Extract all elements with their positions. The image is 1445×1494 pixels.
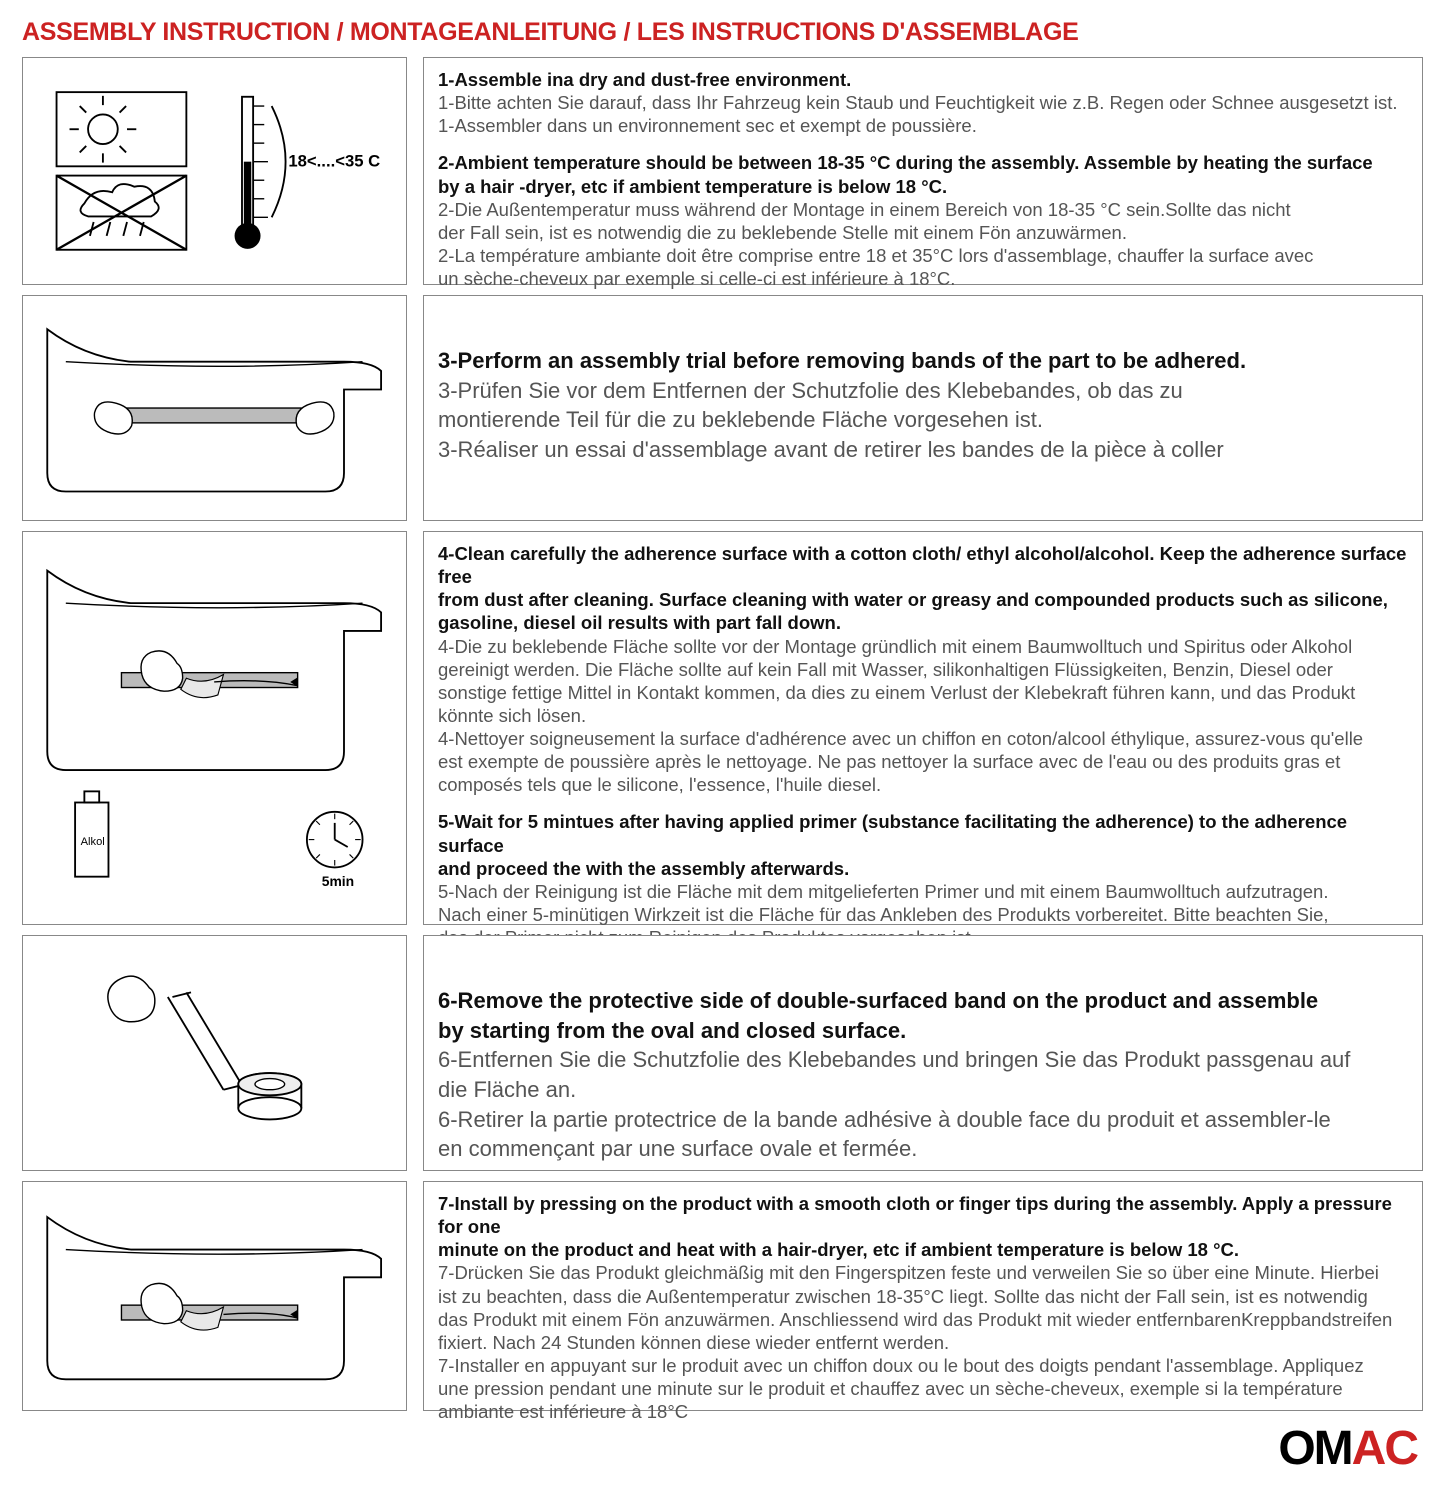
- step-3-diagram: Alkol 5min: [22, 531, 407, 925]
- logo-letter-m: M: [1314, 1422, 1352, 1475]
- instruction-line: from dust after cleaning. Surface cleani…: [438, 588, 1408, 611]
- instruction-line: 6-Retirer la partie protectrice de la ba…: [438, 1105, 1408, 1135]
- page-title: ASSEMBLY INSTRUCTION / MONTAGEANLEITUNG …: [22, 18, 1423, 47]
- step-2-diagram: [22, 295, 407, 521]
- instruction-line: une pression pendant une minute sur le p…: [438, 1377, 1408, 1400]
- instruction-line: die Fläche an.: [438, 1075, 1408, 1105]
- instruction-line: gereinigt werden. Die Fläche sollte auf …: [438, 658, 1408, 681]
- instruction-line: ist zu beachten, dass die Außentemperatu…: [438, 1285, 1408, 1308]
- instruction-line: by starting from the oval and closed sur…: [438, 1016, 1408, 1046]
- step-5-diagram: [22, 1181, 407, 1411]
- instruction-line: 3-Réaliser un essai d'assemblage avant d…: [438, 435, 1408, 465]
- instruction-line: 3-Perform an assembly trial before remov…: [438, 346, 1408, 376]
- step-2-text: 3-Perform an assembly trial before remov…: [423, 295, 1423, 521]
- instruction-line: and proceed the with the assembly afterw…: [438, 857, 1408, 880]
- step-4-row: 6-Remove the protective side of double-s…: [22, 935, 1423, 1171]
- instruction-line: montierende Teil für die zu beklebende F…: [438, 405, 1408, 435]
- instruction-line: 4-Clean carefully the adherence surface …: [438, 542, 1408, 588]
- instruction-line: 6-Entfernen Sie die Schutzfolie des Kleb…: [438, 1045, 1408, 1075]
- instruction-line: 5-Nach der Reinigung ist die Fläche mit …: [438, 880, 1408, 903]
- instruction-line: 4-Die zu beklebende Fläche sollte vor de…: [438, 635, 1408, 658]
- step-5-row: 7-Install by pressing on the product wit…: [22, 1181, 1423, 1411]
- logo-letter-c: C: [1384, 1422, 1417, 1475]
- step-5-text: 7-Install by pressing on the product wit…: [423, 1181, 1423, 1411]
- step-1-row: 18<....<35 C 1-Assemble ina dry and dust…: [22, 57, 1423, 285]
- temp-range-label: 18<....<35 C: [289, 151, 381, 170]
- step-2-row: 3-Perform an assembly trial before remov…: [22, 295, 1423, 521]
- instruction-line: 7-Drücken Sie das Produkt gleichmäßig mi…: [438, 1261, 1408, 1284]
- instruction-line: 5-Wait for 5 mintues after having applie…: [438, 810, 1408, 856]
- instruction-line: Nach einer 5-minütigen Wirkzeit ist die …: [438, 903, 1408, 926]
- instruction-line: fixiert. Nach 24 Stunden können diese wi…: [438, 1331, 1408, 1354]
- clock-label: 5min: [322, 873, 354, 889]
- brand-logo: OMAC: [22, 1421, 1423, 1476]
- step-3-row: Alkol 5min 4-Clean carefully the adheren…: [22, 531, 1423, 925]
- step-1-diagram: 18<....<35 C: [22, 57, 407, 285]
- instruction-line: minute on the product and heat with a ha…: [438, 1238, 1408, 1261]
- step-4-diagram: [22, 935, 407, 1171]
- instruction-line: ambiante est inférieure à 18°C: [438, 1400, 1408, 1423]
- instruction-line: das Produkt mit einem Fön anzuwärmen. An…: [438, 1308, 1408, 1331]
- instruction-line: 1-Assembler dans un environnement sec et…: [438, 114, 1408, 137]
- instruction-line: 6-Remove the protective side of double-s…: [438, 986, 1408, 1016]
- instruction-line: composés tels que le silicone, l'essence…: [438, 773, 1408, 796]
- step-1-text: 1-Assemble ina dry and dust-free environ…: [423, 57, 1423, 285]
- instruction-line: un sèche-cheveux par exemple si celle-ci…: [438, 267, 1408, 290]
- step-3-text: 4-Clean carefully the adherence surface …: [423, 531, 1423, 925]
- instruction-line: 4-Nettoyer soigneusement la surface d'ad…: [438, 727, 1408, 750]
- instruction-line: 1-Bitte achten Sie darauf, dass Ihr Fahr…: [438, 91, 1408, 114]
- instruction-line: sonstige fettige Mittel in Kontakt komme…: [438, 681, 1408, 704]
- instruction-line: gasoline, diesel oil results with part f…: [438, 611, 1408, 634]
- instruction-line: 2-Ambient temperature should be between …: [438, 151, 1408, 174]
- instruction-line: 7-Install by pressing on the product wit…: [438, 1192, 1408, 1238]
- instruction-line: est exempte de poussière après le nettoy…: [438, 750, 1408, 773]
- instruction-line: en commençant par une surface ovale et f…: [438, 1134, 1408, 1164]
- logo-letter-a: A: [1352, 1422, 1385, 1475]
- instruction-line: by a hair -dryer, etc if ambient tempera…: [438, 175, 1408, 198]
- instruction-line: 2-Die Außentemperatur muss während der M…: [438, 198, 1408, 221]
- instruction-line: 2-La température ambiante doit être comp…: [438, 244, 1408, 267]
- instruction-line: 7-Installer en appuyant sur le produit a…: [438, 1354, 1408, 1377]
- instruction-line: 1-Assemble ina dry and dust-free environ…: [438, 68, 1408, 91]
- bottle-label: Alkol: [81, 836, 105, 848]
- logo-letter-o: O: [1278, 1422, 1313, 1475]
- instruction-line: könnte sich lösen.: [438, 704, 1408, 727]
- instruction-line: der Fall sein, ist es notwendig die zu b…: [438, 221, 1408, 244]
- instruction-line: 3-Prüfen Sie vor dem Entfernen der Schut…: [438, 376, 1408, 406]
- step-4-text: 6-Remove the protective side of double-s…: [423, 935, 1423, 1171]
